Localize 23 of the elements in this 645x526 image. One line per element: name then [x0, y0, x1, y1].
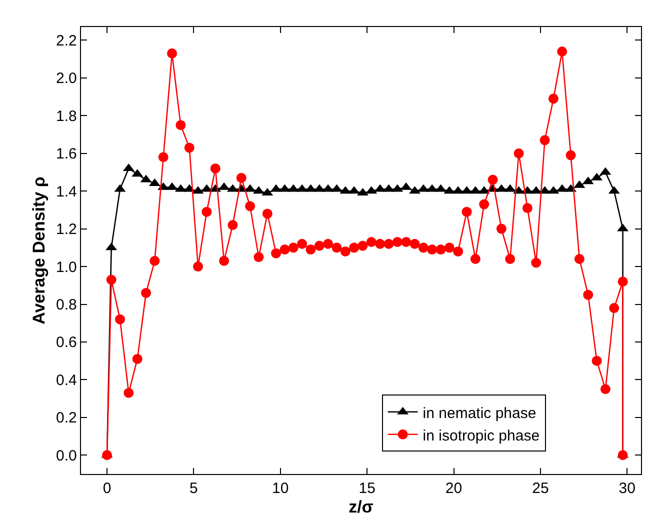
- y-tick-label: 2.0: [56, 70, 77, 88]
- x-tick-label: 10: [272, 480, 289, 498]
- y-tick-label: 0.6: [56, 334, 77, 352]
- x-tick-label: 0: [102, 480, 112, 498]
- x-tick-label: 30: [618, 480, 636, 498]
- x-tick-label: 20: [445, 480, 462, 498]
- legend-label: in nematic phase: [422, 404, 536, 422]
- y-tick-label: 0.0: [56, 447, 77, 464]
- y-tick-label: 1.6: [56, 146, 77, 163]
- y-tick-label: 1.0: [56, 258, 77, 276]
- y-tick-label: 2.2: [56, 32, 77, 50]
- y-axis-title: Average Density ρ: [30, 176, 49, 324]
- y-tick-label: 0.2: [56, 410, 77, 427]
- y-tick-label: 0.8: [56, 296, 77, 314]
- x-axis-title: z/σ: [348, 498, 374, 516]
- y-tick-label: 1.4: [56, 183, 77, 200]
- y-tick-label: 1.2: [56, 221, 77, 238]
- x-tick-label: 25: [532, 480, 549, 498]
- y-tick-label: 1.8: [56, 108, 77, 125]
- x-tick-label: 15: [358, 480, 376, 498]
- y-tick-label: 0.4: [56, 372, 77, 389]
- legend-label: in isotropic phase: [422, 427, 540, 444]
- x-tick-label: 5: [190, 480, 198, 498]
